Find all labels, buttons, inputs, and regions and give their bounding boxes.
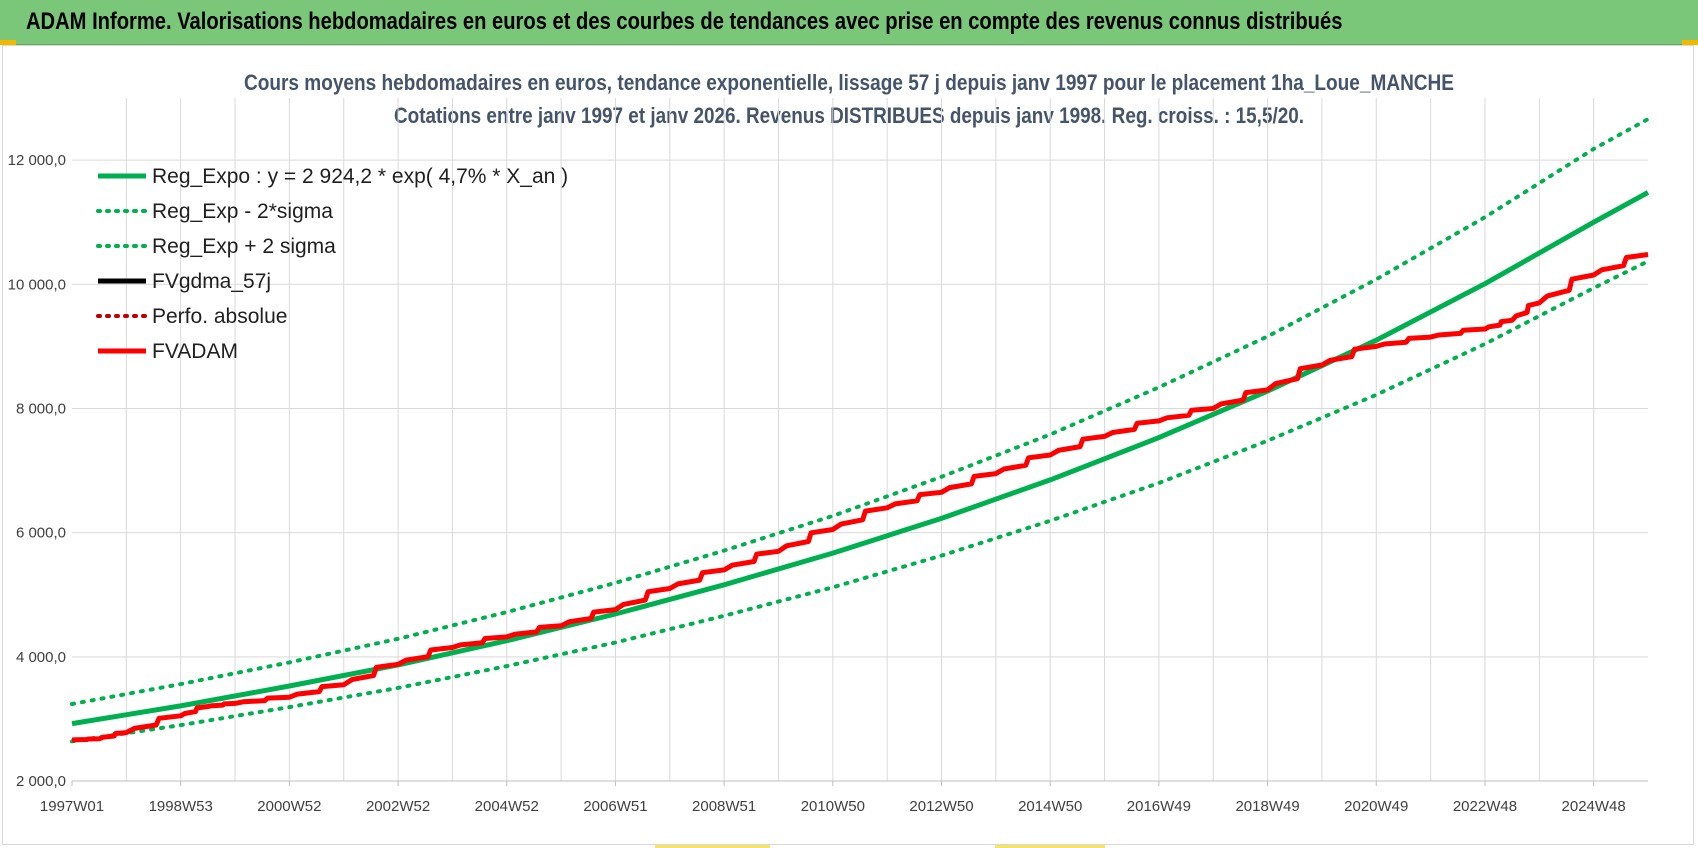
x-tick-label: 2012W50 — [909, 798, 973, 815]
series-fvadam — [71, 252, 1649, 743]
corner-marker-left — [0, 40, 16, 45]
x-tick-label: 2014W50 — [1018, 798, 1082, 815]
x-tick-label: 2010W50 — [801, 798, 865, 815]
legend-label: Perfo. absolue — [152, 305, 287, 328]
legend: Reg_Expo : y = 2 924,2 * exp( 4,7% * X_a… — [96, 165, 568, 363]
bottom-tab-left — [655, 845, 770, 848]
x-tick-label: 1998W53 — [149, 798, 213, 815]
x-tick-label: 2008W51 — [692, 798, 756, 815]
bottom-tab-right — [995, 845, 1105, 848]
series-group — [70, 117, 1650, 744]
x-tick-label: 2016W49 — [1127, 798, 1191, 815]
series-reg-expo — [71, 190, 1650, 727]
y-tick-label: 4 000,0 — [16, 649, 66, 666]
x-tick-label: 1997W01 — [40, 798, 104, 815]
chart-title: Cours moyens hebdomadaires en euros, ten… — [244, 70, 1454, 95]
banner: ADAM Informe. Valorisations hebdomadaire… — [0, 0, 1698, 45]
y-tick-label: 8 000,0 — [16, 400, 66, 417]
x-tick-label: 2024W48 — [1562, 798, 1626, 815]
legend-label: Reg_Expo : y = 2 924,2 * exp( 4,7% * X_a… — [152, 165, 568, 188]
y-tick-label: 12 000,0 — [8, 152, 66, 169]
axes: 2 000,0 4 000,0 6 000,0 8 000,0 10 000,0 12 0… — [8, 152, 1648, 815]
x-tick-label: 2004W52 — [475, 798, 539, 815]
x-tick-label: 2000W52 — [257, 798, 321, 815]
series-reg-exp-minus-2sigma — [70, 259, 1650, 744]
x-tick-label: 2018W49 — [1235, 798, 1299, 815]
y-tick-label: 2 000,0 — [16, 773, 66, 790]
x-tick-label: 2022W48 — [1453, 798, 1517, 815]
y-tick-label: 10 000,0 — [8, 276, 66, 293]
legend-label: Reg_Exp - 2*sigma — [152, 200, 333, 223]
chart-subtitle: Cotations entre janv 1997 et janv 2026. … — [394, 103, 1304, 128]
chart-frame — [2, 45, 1694, 845]
x-tick-label: 2020W49 — [1344, 798, 1408, 815]
y-tick-label: 6 000,0 — [16, 525, 66, 542]
x-tick-label: 2002W52 — [366, 798, 430, 815]
banner-title: ADAM Informe. Valorisations hebdomadaire… — [26, 8, 1343, 35]
legend-label: FVADAM — [152, 340, 238, 363]
series-reg-exp-plus-2sigma — [70, 117, 1650, 706]
legend-label: Reg_Exp + 2 sigma — [152, 235, 336, 258]
series-fvgdma-57j — [71, 253, 1649, 742]
legend-label: FVgdma_57j — [152, 270, 271, 293]
corner-marker-right — [1682, 40, 1698, 45]
x-tick-label: 2006W51 — [583, 798, 647, 815]
